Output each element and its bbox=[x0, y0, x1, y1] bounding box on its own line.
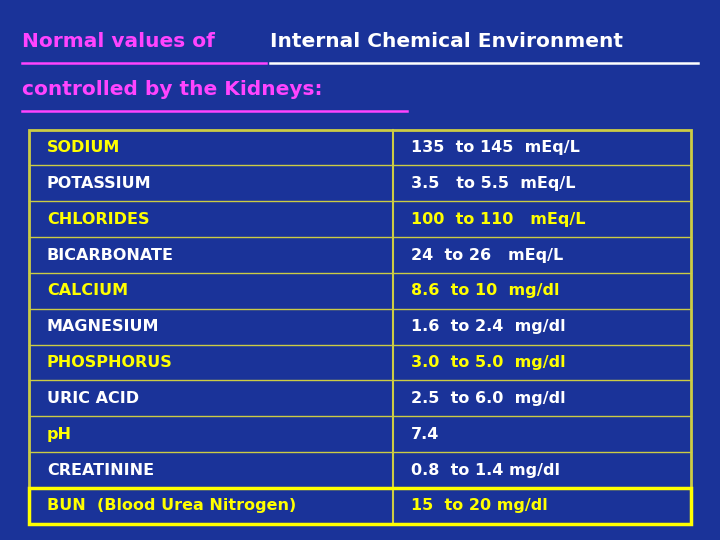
Text: pH: pH bbox=[47, 427, 72, 442]
Text: BICARBONATE: BICARBONATE bbox=[47, 247, 174, 262]
Text: BUN  (Blood Urea Nitrogen): BUN (Blood Urea Nitrogen) bbox=[47, 498, 296, 514]
Text: 0.8  to 1.4 mg/dl: 0.8 to 1.4 mg/dl bbox=[411, 463, 560, 477]
Text: 100  to 110   mEq/L: 100 to 110 mEq/L bbox=[411, 212, 585, 227]
Text: URIC ACID: URIC ACID bbox=[47, 391, 139, 406]
Text: Internal Chemical Environment: Internal Chemical Environment bbox=[270, 32, 623, 51]
Text: CHLORIDES: CHLORIDES bbox=[47, 212, 149, 227]
Text: POTASSIUM: POTASSIUM bbox=[47, 176, 151, 191]
Text: SODIUM: SODIUM bbox=[47, 140, 120, 155]
Text: 3.0  to 5.0  mg/dl: 3.0 to 5.0 mg/dl bbox=[411, 355, 566, 370]
Text: 24  to 26   mEq/L: 24 to 26 mEq/L bbox=[411, 247, 563, 262]
Text: controlled by the Kidneys:: controlled by the Kidneys: bbox=[22, 80, 322, 99]
Text: 7.4: 7.4 bbox=[411, 427, 439, 442]
Text: 15  to 20 mg/dl: 15 to 20 mg/dl bbox=[411, 498, 548, 514]
Bar bbox=[29, 130, 691, 524]
Text: Normal values of: Normal values of bbox=[22, 32, 222, 51]
Text: 8.6  to 10  mg/dl: 8.6 to 10 mg/dl bbox=[411, 284, 559, 299]
Text: 135  to 145  mEq/L: 135 to 145 mEq/L bbox=[411, 140, 580, 155]
Text: CREATININE: CREATININE bbox=[47, 463, 154, 477]
Text: 2.5  to 6.0  mg/dl: 2.5 to 6.0 mg/dl bbox=[411, 391, 566, 406]
Text: 3.5   to 5.5  mEq/L: 3.5 to 5.5 mEq/L bbox=[411, 176, 575, 191]
Bar bbox=[29, 488, 691, 524]
Text: CALCIUM: CALCIUM bbox=[47, 284, 128, 299]
Text: 1.6  to 2.4  mg/dl: 1.6 to 2.4 mg/dl bbox=[411, 319, 566, 334]
Text: MAGNESIUM: MAGNESIUM bbox=[47, 319, 159, 334]
Text: PHOSPHORUS: PHOSPHORUS bbox=[47, 355, 173, 370]
